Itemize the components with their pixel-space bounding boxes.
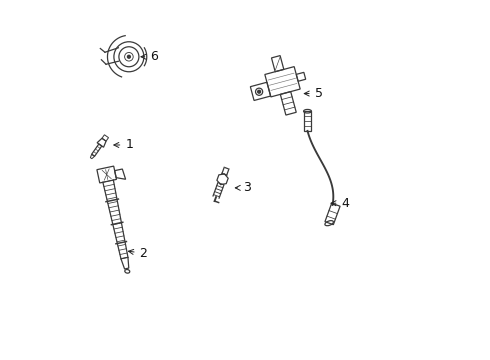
Text: 4: 4 <box>331 197 349 210</box>
Circle shape <box>258 90 261 93</box>
Text: 3: 3 <box>235 181 251 194</box>
Circle shape <box>127 55 130 58</box>
Text: 5: 5 <box>304 87 322 100</box>
Text: 1: 1 <box>114 139 133 152</box>
Text: 2: 2 <box>128 247 147 260</box>
Text: 6: 6 <box>141 50 158 63</box>
